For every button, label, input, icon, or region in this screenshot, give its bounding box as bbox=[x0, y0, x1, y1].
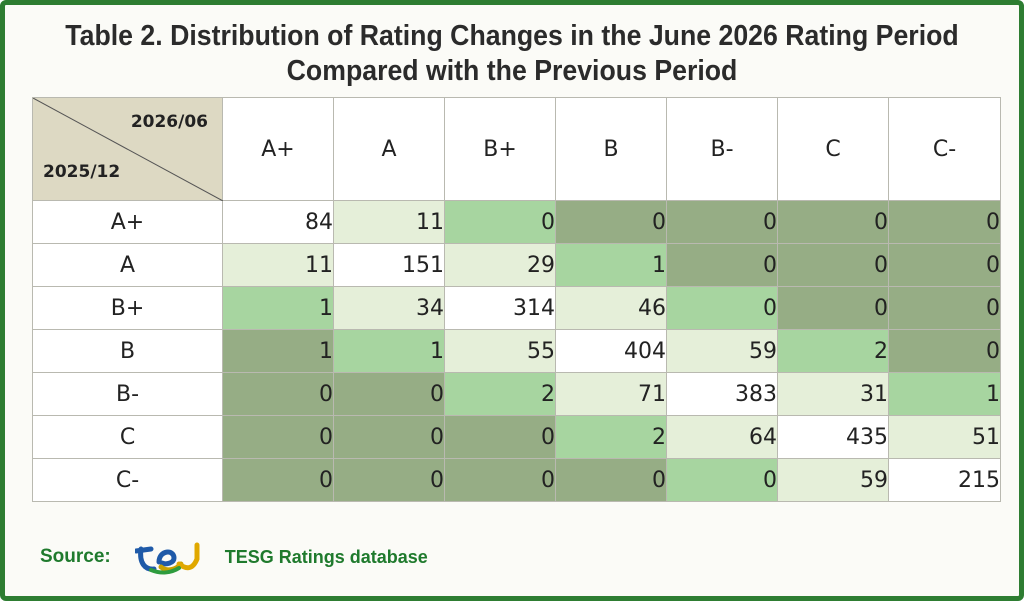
table-cell: 29 bbox=[444, 243, 556, 287]
table-cell: 0 bbox=[444, 200, 556, 244]
table-cell: 0 bbox=[333, 415, 445, 459]
row-header: C bbox=[32, 415, 223, 459]
table-cell: 404 bbox=[555, 329, 667, 373]
row-header: A+ bbox=[32, 200, 223, 244]
table-cell: 0 bbox=[222, 415, 334, 459]
table-row: A+ 84 11 0 0 0 0 0 bbox=[32, 200, 1001, 244]
table-cell: 2 bbox=[555, 415, 667, 459]
table-cell: 0 bbox=[777, 243, 889, 287]
table-cell: 1 bbox=[555, 243, 667, 287]
table-cell: 0 bbox=[888, 286, 1001, 330]
row-header: C- bbox=[32, 458, 223, 502]
table-cell: 0 bbox=[333, 372, 445, 416]
table-cell: 0 bbox=[888, 200, 1001, 244]
table-row: B 1 1 55 404 59 2 0 bbox=[32, 329, 1001, 373]
corner-cell: 2026/06 2025/12 bbox=[32, 97, 223, 201]
table-cell: 51 bbox=[888, 415, 1001, 459]
table-cell: 0 bbox=[555, 458, 667, 502]
table-cell: 59 bbox=[666, 329, 778, 373]
column-header: C- bbox=[888, 97, 1001, 201]
column-header: A+ bbox=[222, 97, 334, 201]
title-line-2: Compared with the Previous Period bbox=[286, 55, 738, 87]
table-cell: 2 bbox=[444, 372, 556, 416]
source-line: Source: TESG Ratings database bbox=[40, 539, 428, 575]
table-cell: 31 bbox=[777, 372, 889, 416]
rating-change-table: 2026/06 2025/12 A+ A B+ B B- C C- A+ 84 11 0 0 0 0 0 A… bbox=[32, 97, 1001, 502]
table-title: Table 2. Distribution of Rating Changes … bbox=[64, 19, 960, 89]
table-cell: 0 bbox=[666, 200, 778, 244]
table-cell: 11 bbox=[333, 200, 445, 244]
table-cell: 59 bbox=[777, 458, 889, 502]
table-cell: 1 bbox=[222, 329, 334, 373]
tej-logo-icon bbox=[134, 542, 200, 575]
table-cell: 0 bbox=[666, 286, 778, 330]
table-cell: 151 bbox=[333, 243, 445, 287]
column-header: B- bbox=[666, 97, 778, 201]
source-label: Source: bbox=[40, 546, 111, 567]
column-header: B bbox=[555, 97, 667, 201]
table-cell: 0 bbox=[222, 372, 334, 416]
table-cell: 11 bbox=[222, 243, 334, 287]
table-cell: 314 bbox=[444, 286, 556, 330]
header-row: 2026/06 2025/12 A+ A B+ B B- C C- bbox=[32, 97, 1001, 201]
table-cell: 1 bbox=[222, 286, 334, 330]
table-cell: 34 bbox=[333, 286, 445, 330]
table-cell: 0 bbox=[666, 458, 778, 502]
table-cell: 0 bbox=[888, 243, 1001, 287]
table-row: B- 0 0 2 71 383 31 1 bbox=[32, 372, 1001, 416]
table-cell: 0 bbox=[777, 286, 889, 330]
table-cell: 435 bbox=[777, 415, 889, 459]
table-cell: 0 bbox=[222, 458, 334, 502]
column-header: C bbox=[777, 97, 889, 201]
table-row: B+ 1 34 314 46 0 0 0 bbox=[32, 286, 1001, 330]
table-row: C 0 0 0 2 64 435 51 bbox=[32, 415, 1001, 459]
table-cell: 2 bbox=[777, 329, 889, 373]
table-cell: 1 bbox=[888, 372, 1001, 416]
row-header: B+ bbox=[32, 286, 223, 330]
row-axis-label: 2025/12 bbox=[43, 162, 121, 182]
table-row: C- 0 0 0 0 0 59 215 bbox=[32, 458, 1001, 502]
column-axis-label: 2026/06 bbox=[130, 112, 208, 132]
table-cell: 0 bbox=[444, 458, 556, 502]
table-cell: 46 bbox=[555, 286, 667, 330]
table-cell: 0 bbox=[666, 243, 778, 287]
table-cell: 1 bbox=[333, 329, 445, 373]
table-body: A+ 84 11 0 0 0 0 0 A 11 151 29 1 0 0 0 B+ 1 34 314 46 0 0 0 B 1 1 5… bbox=[32, 200, 1001, 502]
source-name: TESG Ratings database bbox=[224, 546, 428, 567]
table-cell: 64 bbox=[666, 415, 778, 459]
table-cell: 0 bbox=[333, 458, 445, 502]
table-cell: 383 bbox=[666, 372, 778, 416]
row-header: B bbox=[32, 329, 223, 373]
title-line-1: Table 2. Distribution of Rating Changes … bbox=[65, 20, 959, 52]
table-cell: 0 bbox=[555, 200, 667, 244]
table-cell: 0 bbox=[888, 329, 1001, 373]
table-cell: 71 bbox=[555, 372, 667, 416]
row-header: B- bbox=[32, 372, 223, 416]
table-cell: 0 bbox=[777, 200, 889, 244]
table-cell: 215 bbox=[888, 458, 1001, 502]
column-header: A bbox=[333, 97, 445, 201]
table-row: A 11 151 29 1 0 0 0 bbox=[32, 243, 1001, 287]
row-header: A bbox=[32, 243, 223, 287]
table-cell: 55 bbox=[444, 329, 556, 373]
table-cell: 0 bbox=[444, 415, 556, 459]
table-cell: 84 bbox=[222, 200, 334, 244]
column-header: B+ bbox=[444, 97, 556, 201]
diagonal-divider bbox=[33, 98, 223, 201]
